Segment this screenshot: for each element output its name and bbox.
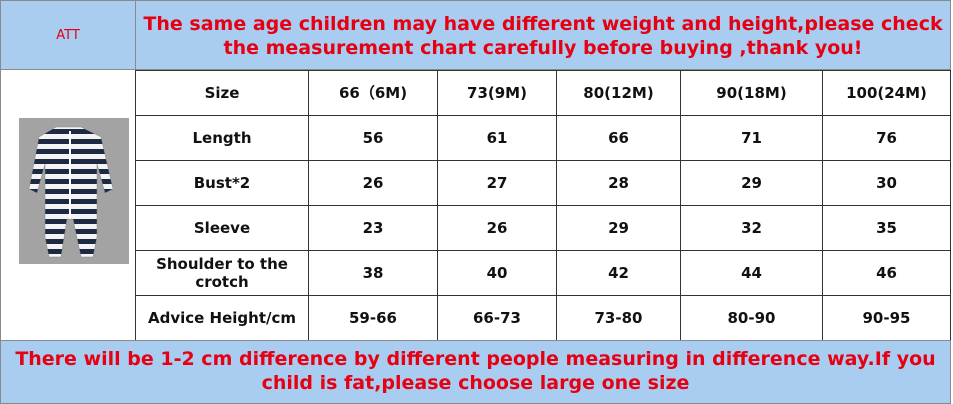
size-cell: 90(18M): [680, 70, 823, 116]
size-cell: 26: [437, 205, 557, 251]
size-cell: 26: [308, 160, 438, 206]
row-label: Advice Height/cm: [135, 295, 309, 341]
table-row: Bust*2 26 27 28 29 30: [135, 160, 951, 206]
table-row: Sleeve 23 26 29 32 35: [135, 205, 951, 251]
row-label: Sleeve: [135, 205, 309, 251]
notice-line: The same age children may have different…: [143, 13, 943, 35]
size-cell: 28: [556, 160, 681, 206]
table-row: Length 56 61 66 71 76: [135, 115, 951, 161]
size-cell: 38: [308, 250, 438, 296]
size-cell: 71: [680, 115, 823, 161]
row-label: Bust*2: [135, 160, 309, 206]
size-cell: 44: [680, 250, 823, 296]
size-cell: 90-95: [822, 295, 951, 341]
size-cell: 29: [680, 160, 823, 206]
footer-notice: There will be 1-2 cm difference by diffe…: [0, 340, 951, 404]
product-image-cell: [0, 69, 136, 341]
size-cell: 61: [437, 115, 557, 161]
size-cell: 29: [556, 205, 681, 251]
size-cell: 40: [437, 250, 557, 296]
notice-line: child is fat,please choose large one siz…: [261, 372, 690, 394]
att-label: ATT: [0, 0, 136, 70]
size-cell: 32: [680, 205, 823, 251]
notice-line: the measurement chart carefully before b…: [223, 37, 863, 59]
header-notice: The same age children may have different…: [135, 0, 951, 70]
size-cell: 59-66: [308, 295, 438, 341]
size-cell: 100(24M): [822, 70, 951, 116]
table-row: Advice Height/cm 59-66 66-73 73-80 80-90 90-9…: [135, 295, 951, 341]
size-table: Size 66（6M) 73(9M) 80(12M) 90(18M) 100(24M) Le…: [135, 70, 951, 341]
row-label: Size: [135, 70, 309, 116]
size-cell: 56: [308, 115, 438, 161]
table-row: Shoulder to the crotch 38 40 42 44 46: [135, 250, 951, 296]
size-cell: 66: [556, 115, 681, 161]
size-cell: 80-90: [680, 295, 823, 341]
row-label: Shoulder to the crotch: [135, 250, 309, 296]
size-cell: 42: [556, 250, 681, 296]
notice-line: There will be 1-2 cm difference by diffe…: [15, 348, 936, 370]
size-cell: 66-73: [437, 295, 557, 341]
table-row: Size 66（6M) 73(9M) 80(12M) 90(18M) 100(24M): [135, 70, 951, 116]
size-cell: 66（6M): [308, 70, 438, 116]
size-cell: 30: [822, 160, 951, 206]
size-cell: 35: [822, 205, 951, 251]
size-cell: 23: [308, 205, 438, 251]
size-cell: 76: [822, 115, 951, 161]
size-cell: 73-80: [556, 295, 681, 341]
size-cell: 73(9M): [437, 70, 557, 116]
size-cell: 80(12M): [556, 70, 681, 116]
row-label: Length: [135, 115, 309, 161]
product-image: [19, 118, 129, 264]
size-cell: 27: [437, 160, 557, 206]
size-cell: 46: [822, 250, 951, 296]
